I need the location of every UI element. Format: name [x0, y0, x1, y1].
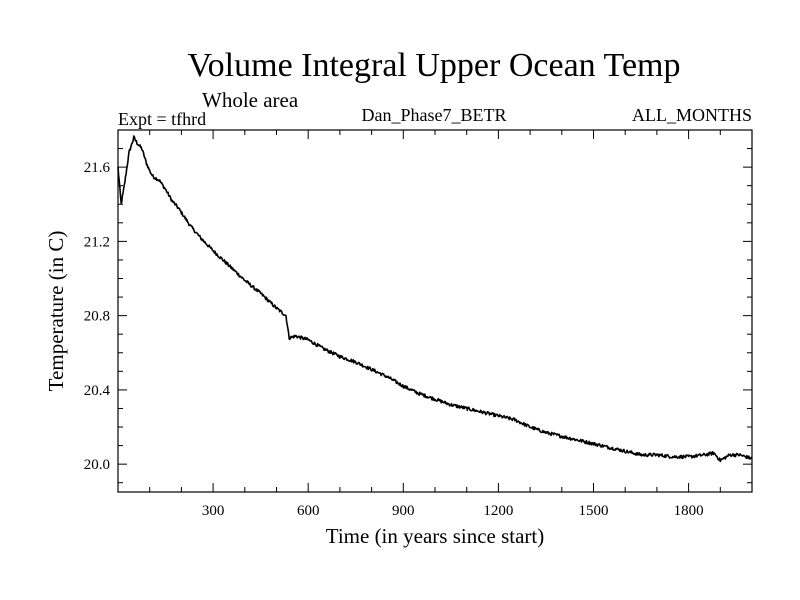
run-name-label: Dan_Phase7_BETR: [362, 105, 507, 125]
x-tick-label: 900: [392, 503, 415, 519]
y-tick-label: 20.0: [84, 457, 110, 473]
y-tick-label: 20.8: [84, 309, 110, 325]
x-axis-label: Time (in years since start): [326, 524, 545, 548]
chart-subtitle: Whole area: [202, 88, 299, 112]
x-tick-label: 300: [202, 503, 225, 519]
x-tick-label: 1500: [579, 503, 609, 519]
y-tick-label: 21.2: [84, 234, 110, 250]
experiment-label: Expt = tfhrd: [118, 109, 206, 129]
y-tick-label: 20.4: [84, 383, 111, 399]
series-layer: [117, 135, 753, 463]
plot-frame: [117, 129, 753, 493]
x-tick-label: 1200: [483, 503, 513, 519]
y-axis-label: Temperature (in C): [44, 231, 68, 392]
chart-title: Volume Integral Upper Ocean Temp: [188, 47, 681, 84]
series-line: [117, 135, 753, 463]
y-tick-label: 21.6: [84, 160, 111, 176]
x-tick-label: 600: [297, 503, 320, 519]
months-label: ALL_MONTHS: [632, 105, 752, 125]
x-axis: 300 600 900 1200 1500 1800: [149, 130, 721, 519]
x-tick-label: 1800: [674, 503, 704, 519]
y-axis: 20.0 20.4 20.8 21.2 21.6: [84, 129, 752, 484]
